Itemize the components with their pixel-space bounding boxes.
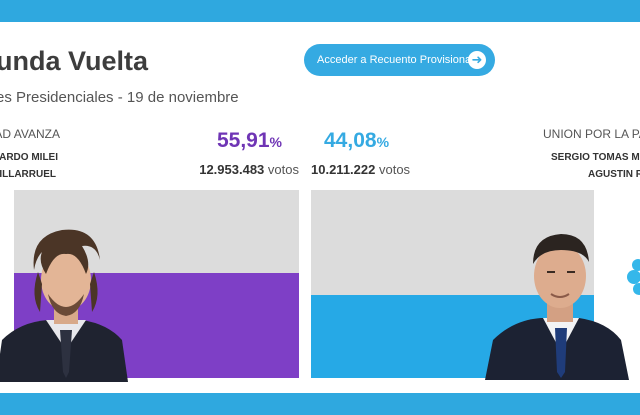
percent-left: 55,91% xyxy=(217,129,282,153)
percent-right: 44,08% xyxy=(324,129,389,153)
candidate-vp-left: VILLARRUEL xyxy=(0,169,56,180)
recount-button[interactable]: Acceder a Recuento Provisional ➜ xyxy=(304,44,495,76)
votes-left-label: votos xyxy=(267,162,299,177)
candidate-photo-left xyxy=(0,229,128,382)
percent-right-sign: % xyxy=(376,134,390,150)
bottom-frame xyxy=(0,393,640,415)
candidate-vp-right: AGUSTIN R xyxy=(588,169,640,180)
party-name-right: UNION POR LA PA xyxy=(543,127,640,141)
candidate-name-left: ARDO MILEI xyxy=(0,152,58,163)
recount-button-label: Acceder a Recuento Provisional xyxy=(317,54,474,66)
arrow-right-icon: ➜ xyxy=(468,51,486,69)
percent-left-value: 55,91 xyxy=(216,129,270,152)
party-name-left: AD AVANZA xyxy=(0,127,60,141)
results-card: unda Vuelta es Presidenciales - 19 de no… xyxy=(0,22,640,393)
votes-right-label: votos xyxy=(378,162,411,177)
candidate-name-right: SERGIO TOMAS MA xyxy=(551,152,640,163)
candidate-photo-right xyxy=(485,234,629,380)
page-title: unda Vuelta xyxy=(0,46,149,76)
page-subtitle: es Presidenciales - 19 de noviembre xyxy=(0,89,239,106)
votes-right: 10.211.222 votos xyxy=(311,162,410,177)
party-logo-icon xyxy=(627,259,640,295)
percent-right-value: 44,08 xyxy=(324,129,377,152)
votes-left-count: 12.953.483 xyxy=(199,162,265,177)
percent-left-sign: % xyxy=(269,134,282,150)
votes-left: 12.953.483 votos xyxy=(199,162,299,177)
votes-right-count: 10.211.222 xyxy=(311,162,376,177)
